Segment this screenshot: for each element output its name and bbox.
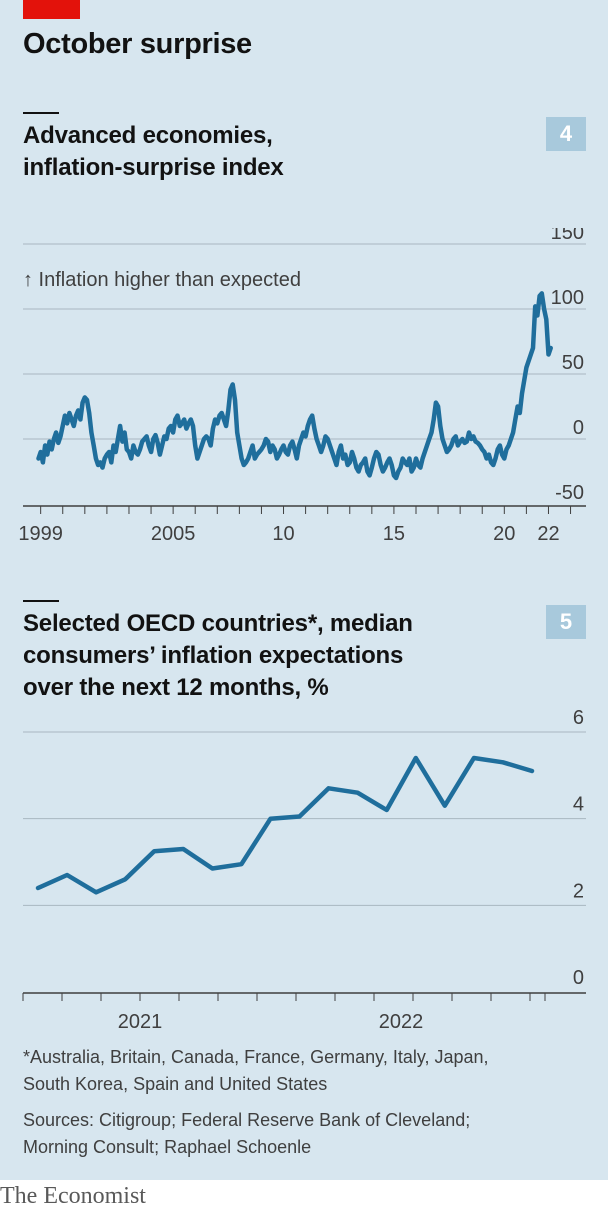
chart2-number-badge: 5 xyxy=(546,605,586,639)
chart1-ytick-label: -50 xyxy=(555,482,584,504)
chart1-number-badge: 4 xyxy=(546,117,586,151)
chart1-xtick-label: 15 xyxy=(383,523,405,545)
chart1-ytick-label: 150 xyxy=(551,228,584,244)
chart1-title: Advanced economies, inflation-surprise i… xyxy=(23,120,493,184)
chart1-title-line-2: inflation-surprise index xyxy=(23,154,284,181)
chart2-title-line-3: over the next 12 months, % xyxy=(23,674,329,701)
chart1-xtick-label: 22 xyxy=(537,523,559,545)
chart1-xtick-label: 20 xyxy=(493,523,515,545)
footnote: *Australia, Britain, Canada, France, Ger… xyxy=(23,1044,583,1098)
sources: Sources: Citigroup; Federal Reserve Bank… xyxy=(23,1107,583,1161)
chart2-ytick-label: 4 xyxy=(573,794,584,816)
chart1-rule xyxy=(23,112,59,114)
brand-red-tag xyxy=(23,0,80,19)
chart2-title-line-2: consumers’ inflation expectations xyxy=(23,642,404,669)
sources-line-2: Morning Consult; Raphael Schoenle xyxy=(23,1137,312,1157)
footnote-line-1: *Australia, Britain, Canada, France, Ger… xyxy=(23,1047,489,1067)
chart1-ytick-label: 50 xyxy=(562,352,584,374)
chart1-ytick-label: 0 xyxy=(573,417,584,439)
chart2-ytick-label: 0 xyxy=(573,967,584,989)
chart1-annotation: ↑ Inflation higher than expected xyxy=(23,269,301,291)
chart1-xtick-label: 10 xyxy=(272,523,294,545)
chart2-series-line xyxy=(35,755,535,895)
chart2-ytick-label: 2 xyxy=(573,880,584,902)
chart2-title: Selected OECD countries*, median consume… xyxy=(23,608,493,704)
chart2-ytick-label: 6 xyxy=(573,707,584,729)
chart2-xtick-label: 2022 xyxy=(379,1011,424,1033)
chart1-plot: 150 100 50 0 -50 ↑ Inflation higher than expe… xyxy=(18,228,586,545)
chart1-ytick-label: 100 xyxy=(551,287,584,309)
chart2-title-line-1: Selected OECD countries*, median xyxy=(23,610,413,637)
sources-line-1: Sources: Citigroup; Federal Reserve Bank… xyxy=(23,1110,471,1130)
chart2-plot: 6 4 2 0 2021 2022 xyxy=(22,707,586,1033)
chart1-series-line xyxy=(36,291,553,481)
chart-panel xyxy=(0,0,608,1180)
chart1-title-line-1: Advanced economies, xyxy=(23,122,273,149)
chart1-xtick-label: 2005 xyxy=(151,523,196,545)
page-title: October surprise xyxy=(23,28,252,60)
chart1-xtick-label: 1999 xyxy=(18,523,63,545)
economist-logo: The Economist xyxy=(0,1183,146,1209)
chart2-xtick-label: 2021 xyxy=(118,1011,163,1033)
chart2-rule xyxy=(23,600,59,602)
footnote-line-2: South Korea, Spain and United States xyxy=(23,1074,328,1094)
